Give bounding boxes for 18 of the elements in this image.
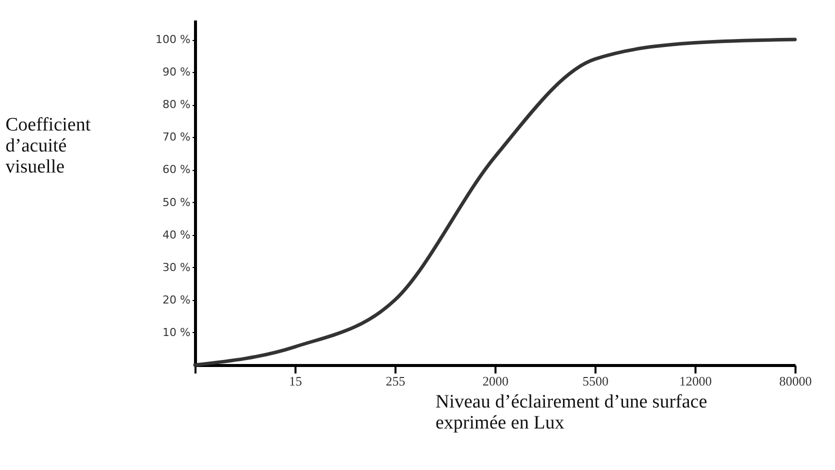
x-tick-label: 15: [289, 374, 302, 388]
x-tick-label: 2000: [482, 374, 508, 388]
x-tick-label: 255: [386, 374, 406, 388]
y-tick-label: 30 %: [162, 260, 190, 274]
y-axis-title: Coefficient d’acuité visuelle: [6, 114, 92, 178]
y-tick-label: 80 %: [162, 98, 190, 112]
y-tick-label: 90 %: [162, 66, 190, 79]
y-tick-label: 50 %: [162, 196, 190, 209]
y-tick-label: 20 %: [162, 293, 190, 306]
y-tick-label: 70 %: [162, 130, 190, 144]
y-tick-label: 40 %: [162, 228, 190, 242]
x-tick-label: 5500: [582, 374, 608, 388]
x-tick-label: 80000: [779, 374, 812, 388]
y-tick-label: 100 %: [156, 33, 190, 46]
x-axis-title: Niveau d’éclairement d’une surface exprimée en Lux: [436, 392, 708, 434]
x-tick-label: 12000: [679, 374, 712, 388]
y-tick-label: 60 %: [162, 163, 190, 176]
y-tick-label: 10 %: [162, 326, 190, 339]
